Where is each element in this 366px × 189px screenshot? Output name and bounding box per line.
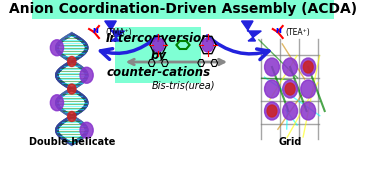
Text: N: N <box>92 28 98 34</box>
Text: (TEA⁺): (TEA⁺) <box>285 28 310 36</box>
Circle shape <box>68 112 76 122</box>
Circle shape <box>153 38 164 52</box>
Circle shape <box>265 58 279 76</box>
Polygon shape <box>242 21 261 41</box>
Circle shape <box>265 80 279 98</box>
Circle shape <box>202 38 213 52</box>
Circle shape <box>301 102 315 120</box>
Text: Anion Coordination-Driven Assembly (ACDA): Anion Coordination-Driven Assembly (ACDA… <box>9 2 357 16</box>
Circle shape <box>283 80 298 98</box>
Circle shape <box>265 102 279 120</box>
FancyBboxPatch shape <box>32 0 334 19</box>
Circle shape <box>283 58 298 76</box>
FancyBboxPatch shape <box>115 27 201 83</box>
Circle shape <box>80 67 93 83</box>
FancyArrowPatch shape <box>207 36 269 60</box>
Text: Grid: Grid <box>279 137 302 147</box>
Circle shape <box>301 58 315 76</box>
Text: Bis-tris(urea): Bis-tris(urea) <box>151 81 215 91</box>
Circle shape <box>285 83 295 95</box>
FancyArrowPatch shape <box>100 36 158 59</box>
Circle shape <box>51 95 64 111</box>
Text: Interconversion
by
counter-cations: Interconversion by counter-cations <box>106 32 210 78</box>
Circle shape <box>303 61 313 73</box>
Circle shape <box>301 80 315 98</box>
Circle shape <box>283 102 298 120</box>
Text: N: N <box>276 28 281 34</box>
Text: Double helicate: Double helicate <box>29 137 115 147</box>
Polygon shape <box>105 21 124 41</box>
Circle shape <box>267 105 277 117</box>
Circle shape <box>51 40 64 56</box>
Text: (TMA⁺): (TMA⁺) <box>105 28 132 36</box>
Circle shape <box>80 122 93 138</box>
Circle shape <box>68 84 76 94</box>
Circle shape <box>68 57 76 67</box>
